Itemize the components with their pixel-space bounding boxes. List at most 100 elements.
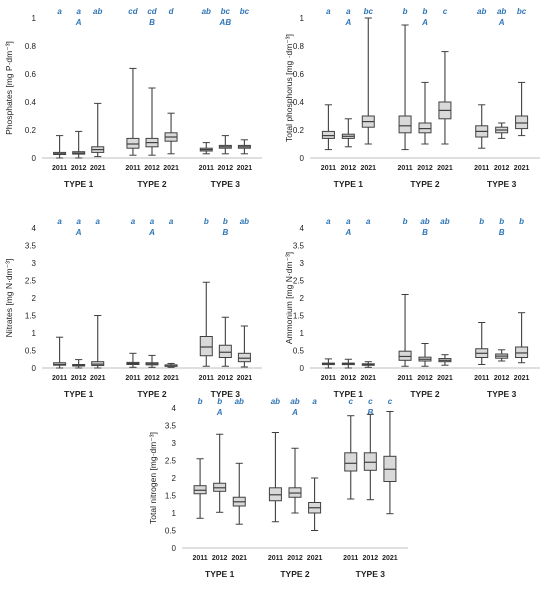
y-axis-label: Total nitrogen [mg·dm⁻³] xyxy=(148,432,158,524)
year-tick-label: 2012 xyxy=(144,375,160,382)
y-tick-label: 3.5 xyxy=(293,242,305,251)
year-tick-label: 2011 xyxy=(397,165,412,172)
group-significance-letter: A xyxy=(291,408,298,417)
year-tick-label: 2012 xyxy=(144,165,160,172)
y-axis-label: Ammonium [mg N·dm⁻³] xyxy=(284,252,294,344)
year-significance-letter: bc xyxy=(240,7,250,16)
year-tick-label: 2012 xyxy=(494,165,510,172)
type-label: TYPE 1 xyxy=(64,389,94,399)
type-label: TYPE 3 xyxy=(487,179,517,189)
y-tick-label: 0.8 xyxy=(293,42,305,51)
y-tick-label: 1.5 xyxy=(165,492,177,501)
y-tick-label: 2 xyxy=(32,294,37,303)
year-significance-letter: ab xyxy=(271,397,280,406)
year-significance-letter: b xyxy=(204,217,209,226)
year-significance-letter: d xyxy=(169,7,175,16)
group-significance-letter: A xyxy=(75,228,82,237)
year-tick-label: 2012 xyxy=(417,165,433,172)
year-significance-letter: b xyxy=(217,397,222,406)
y-tick-label: 0 xyxy=(32,154,37,163)
group-significance-letter: B xyxy=(367,408,373,417)
y-tick-label: 0.4 xyxy=(25,98,37,107)
y-tick-label: 1.5 xyxy=(25,312,37,321)
year-significance-letter: ab xyxy=(477,7,486,16)
year-tick-label: 2011 xyxy=(321,165,336,172)
year-tick-label: 2011 xyxy=(474,165,489,172)
year-significance-letter: ab xyxy=(235,397,244,406)
iqr-box xyxy=(344,452,358,472)
year-significance-letter: a xyxy=(131,217,136,226)
year-significance-letter: ab xyxy=(420,217,429,226)
year-significance-letter: a xyxy=(312,397,317,406)
y-tick-label: 2 xyxy=(172,474,177,483)
y-tick-label: 0 xyxy=(300,364,305,373)
y-tick-label: 3 xyxy=(300,259,305,268)
year-significance-letter: a xyxy=(57,217,62,226)
year-tick-label: 2012 xyxy=(287,555,303,562)
year-significance-letter: a xyxy=(366,217,371,226)
y-tick-label: 1 xyxy=(32,329,37,338)
year-tick-label: 2012 xyxy=(218,375,234,382)
year-significance-letter: a xyxy=(96,217,101,226)
year-significance-letter: b xyxy=(499,217,504,226)
y-axis-label: Total phosphorus [mg ·dm⁻³] xyxy=(284,34,294,142)
y-tick-label: 1 xyxy=(300,14,305,23)
year-significance-letter: b xyxy=(423,7,428,16)
year-significance-letter: c xyxy=(368,397,373,406)
year-tick-label: 2012 xyxy=(341,165,357,172)
year-tick-label: 2012 xyxy=(341,375,357,382)
year-tick-label: 2011 xyxy=(343,555,358,562)
y-tick-label: 0 xyxy=(172,544,177,553)
type-label: TYPE 3 xyxy=(211,389,241,399)
y-tick-label: 0.2 xyxy=(293,126,305,135)
chart-panel: 0 0.5 1 1.5 2 2.5 3 3.5 4 Total nitrogen [mg·dm⁻³… xyxy=(148,397,408,579)
y-tick-label: 3.5 xyxy=(165,422,177,431)
year-significance-letter: ab xyxy=(202,7,211,16)
type-label: TYPE 3 xyxy=(211,179,241,189)
year-significance-letter: cd xyxy=(147,7,157,16)
year-tick-label: 2011 xyxy=(199,375,214,382)
y-tick-label: 4 xyxy=(172,404,177,413)
year-significance-letter: a xyxy=(150,217,155,226)
group-significance-letter: A xyxy=(498,18,505,27)
y-axis-label: Phosphates [mg P·dm⁻³] xyxy=(4,41,14,135)
type-label: TYPE 2 xyxy=(137,389,167,399)
type-label: TYPE 2 xyxy=(410,179,440,189)
year-tick-label: 2021 xyxy=(437,375,453,382)
year-significance-letter: ab xyxy=(497,7,506,16)
year-tick-label: 2021 xyxy=(237,375,253,382)
y-tick-label: 1 xyxy=(300,329,305,338)
y-tick-label: 4 xyxy=(32,224,37,233)
year-tick-label: 2021 xyxy=(231,555,247,562)
y-tick-label: 2.5 xyxy=(165,457,177,466)
group-significance-letter: A xyxy=(344,228,351,237)
y-tick-label: 0 xyxy=(300,154,305,163)
year-tick-label: 2021 xyxy=(307,555,323,562)
y-tick-label: 2.5 xyxy=(293,277,305,286)
year-significance-letter: c xyxy=(443,7,448,16)
year-tick-label: 2011 xyxy=(321,375,336,382)
year-significance-letter: ab xyxy=(240,217,249,226)
group-significance-letter: A xyxy=(344,18,351,27)
type-label: TYPE 1 xyxy=(205,569,235,579)
year-significance-letter: b xyxy=(403,7,408,16)
year-tick-label: 2021 xyxy=(514,165,530,172)
year-tick-label: 2012 xyxy=(417,375,433,382)
year-tick-label: 2021 xyxy=(90,165,106,172)
iqr-box xyxy=(199,336,213,357)
year-significance-letter: a xyxy=(169,217,174,226)
iqr-box xyxy=(237,352,251,363)
year-tick-label: 2012 xyxy=(71,165,87,172)
year-significance-letter: c xyxy=(388,397,393,406)
year-tick-label: 2011 xyxy=(474,375,489,382)
y-tick-label: 0.4 xyxy=(293,98,305,107)
year-tick-label: 2021 xyxy=(382,555,398,562)
y-tick-label: 3 xyxy=(32,259,37,268)
chart-panel: 0 0.5 1 1.5 2 2.5 3 3.5 4 Nitrates [mg N·dm⁻³] A TY… xyxy=(4,217,262,399)
y-tick-label: 2 xyxy=(300,294,305,303)
group-significance-letter: A xyxy=(216,408,223,417)
year-significance-letter: a xyxy=(346,7,351,16)
year-significance-letter: a xyxy=(76,217,81,226)
year-significance-letter: ab xyxy=(290,397,299,406)
y-tick-label: 0.5 xyxy=(293,347,305,356)
